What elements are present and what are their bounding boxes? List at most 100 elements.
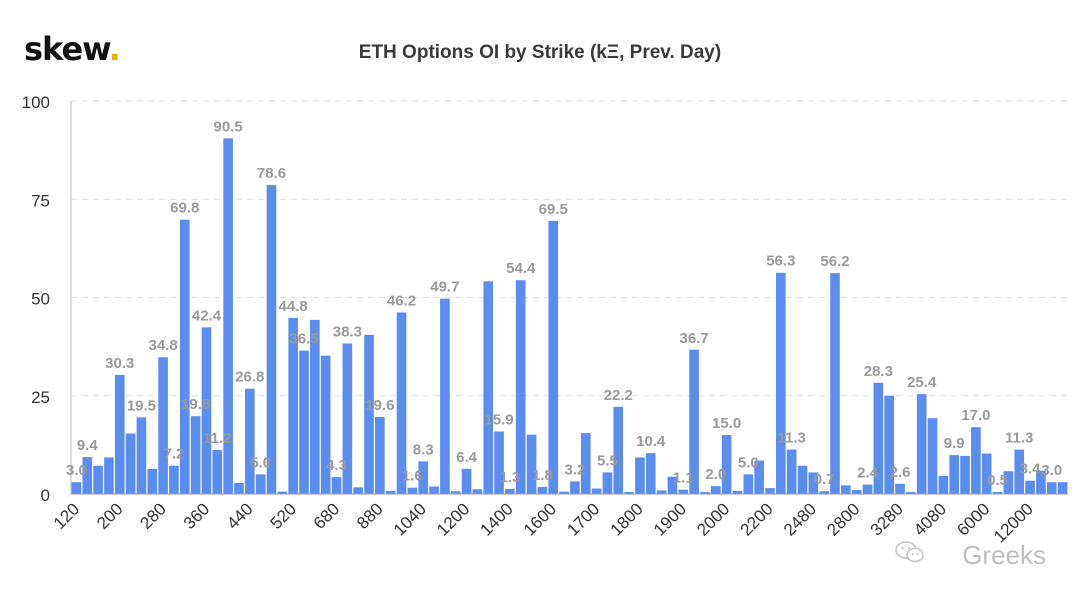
data-label: 1.3 xyxy=(499,469,520,486)
x-tick-label: 880 xyxy=(353,499,386,532)
bar xyxy=(808,472,819,494)
bar xyxy=(591,488,602,494)
data-label: 26.8 xyxy=(235,369,264,386)
x-tick-label: 6000 xyxy=(953,499,993,539)
bar xyxy=(450,491,461,494)
data-label: 11.3 xyxy=(777,430,805,447)
x-tick-label: 1800 xyxy=(607,499,647,539)
bar xyxy=(505,488,515,494)
bar xyxy=(288,317,298,494)
x-tick-label: 440 xyxy=(223,499,256,532)
x-tick-label: 2800 xyxy=(823,499,863,539)
bar xyxy=(1036,470,1046,494)
bar xyxy=(537,486,548,494)
data-label: 4.3 xyxy=(326,457,347,474)
bar xyxy=(93,465,103,494)
bar xyxy=(331,477,342,494)
x-tick-label: 1400 xyxy=(477,499,517,539)
logo-text: skew xyxy=(24,30,110,68)
data-label: 42.4 xyxy=(192,307,222,324)
x-tick-label: 280 xyxy=(136,499,169,532)
bar xyxy=(136,417,147,494)
bar xyxy=(244,388,255,494)
data-label: 15.0 xyxy=(712,415,741,432)
x-tick-label: 120 xyxy=(50,499,83,532)
bar xyxy=(851,490,862,494)
data-label: 25.4 xyxy=(907,374,937,391)
x-tick-label: 2480 xyxy=(780,499,820,539)
bar xyxy=(342,343,353,494)
bar xyxy=(364,334,374,494)
bar xyxy=(1025,480,1035,494)
bar xyxy=(906,492,916,494)
bar xyxy=(830,273,840,494)
bar xyxy=(765,488,775,494)
data-label: 11.3 xyxy=(1005,430,1033,447)
bar xyxy=(310,319,320,494)
bar xyxy=(104,457,114,494)
data-label: 8.3 xyxy=(413,441,434,458)
bar xyxy=(494,431,504,494)
x-tick-label: 680 xyxy=(310,499,343,532)
bar xyxy=(158,357,168,494)
bar xyxy=(689,349,699,494)
bar xyxy=(190,416,201,494)
bar xyxy=(732,490,743,494)
data-label: 3.2 xyxy=(564,461,585,478)
bar xyxy=(841,485,851,494)
bar xyxy=(234,482,244,494)
wechat-icon xyxy=(895,541,924,563)
bar xyxy=(949,455,960,494)
y-tick-label: 25 xyxy=(31,388,50,407)
bar xyxy=(645,453,656,494)
bar xyxy=(114,374,125,494)
bar xyxy=(927,418,938,494)
bar xyxy=(407,487,418,494)
bar xyxy=(602,472,613,494)
x-tick-label: 1200 xyxy=(433,499,473,539)
data-label: 22.2 xyxy=(604,387,633,404)
data-label: 7.2 xyxy=(164,446,185,463)
bar xyxy=(179,219,190,494)
y-tick-label: 50 xyxy=(31,290,50,309)
data-label: 56.3 xyxy=(766,253,795,270)
bar xyxy=(635,457,645,494)
data-label: 54.4 xyxy=(506,260,536,277)
data-label: 1.8 xyxy=(532,467,553,484)
bar xyxy=(971,427,981,494)
bar xyxy=(277,491,288,494)
bar xyxy=(776,272,786,494)
bar xyxy=(429,486,439,494)
x-tick-label: 2000 xyxy=(693,499,733,539)
bar xyxy=(678,489,689,494)
bar xyxy=(786,449,797,494)
bar xyxy=(938,475,949,494)
bar xyxy=(656,490,667,494)
x-tick-label: 2200 xyxy=(737,499,777,539)
bar xyxy=(526,434,537,494)
bar xyxy=(981,453,992,494)
bar xyxy=(570,481,580,494)
data-label: 17.0 xyxy=(961,407,990,424)
bar xyxy=(743,474,754,494)
bar xyxy=(992,492,1003,494)
data-label: 28.3 xyxy=(864,363,893,380)
data-label: 10.4 xyxy=(636,433,666,450)
bar xyxy=(580,433,591,494)
bar xyxy=(396,312,407,494)
bar xyxy=(624,492,634,494)
data-label: 3.0 xyxy=(1041,462,1062,479)
data-label: 30.3 xyxy=(105,355,134,372)
bar xyxy=(212,449,223,494)
data-label: 1.6 xyxy=(402,468,423,485)
data-label: 0.5 xyxy=(987,472,1008,489)
data-label: 5.0 xyxy=(738,454,759,471)
bar xyxy=(1046,482,1057,494)
y-tick-label: 0 xyxy=(41,486,50,505)
bar xyxy=(461,468,472,494)
x-tick-label: 1900 xyxy=(650,499,690,539)
y-tick-label: 75 xyxy=(31,191,50,210)
bar xyxy=(895,483,905,494)
bar xyxy=(125,433,136,494)
data-label: 9.9 xyxy=(944,435,965,452)
